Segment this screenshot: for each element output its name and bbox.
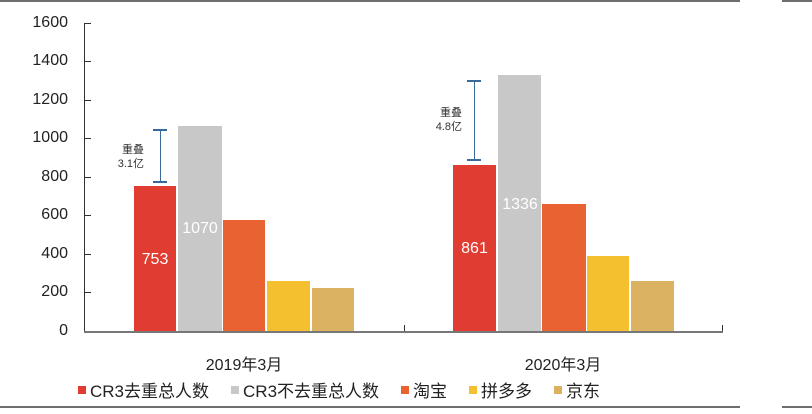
y-tick-label: 200 (41, 283, 68, 300)
x-category-label: 2019年3月 (205, 357, 283, 374)
legend-item-taobao: 淘宝 (401, 377, 447, 402)
bar-2019-pdd (267, 281, 310, 331)
y-tick (84, 177, 91, 178)
overlap-bracket (474, 81, 475, 160)
bar-value-label: 1336 (502, 196, 538, 213)
bar-2019-cr3-nodedup (178, 126, 222, 331)
y-tick-label: 1600 (32, 14, 68, 31)
y-tick-label: 1200 (32, 91, 68, 108)
bar-2020-pdd (587, 256, 629, 331)
legend-swatch-icon (554, 385, 563, 394)
bottom-rule-right (782, 406, 812, 408)
overlap-annotation-value: 4.8亿 (435, 121, 462, 133)
top-rule (0, 0, 740, 2)
legend-label: 京东 (566, 382, 601, 401)
y-tick (84, 215, 91, 216)
bar-2019-cr3-dedup (134, 186, 176, 331)
bar-value-label: 1070 (182, 220, 218, 237)
overlap-bracket-cap (153, 129, 167, 131)
legend-label: 淘宝 (413, 382, 448, 401)
bar-2019-jd (312, 288, 354, 331)
overlap-annotation-title: 重叠 (440, 107, 462, 119)
legend-label: CR3不去重总人数 (243, 382, 380, 401)
x-category-label: 2020年3月 (524, 357, 602, 374)
y-tick (84, 292, 91, 293)
y-tick-label: 600 (41, 206, 68, 223)
y-tick-label: 0 (59, 322, 68, 339)
y-tick (84, 61, 91, 62)
overlap-bracket (160, 130, 161, 182)
legend-swatch-icon (469, 385, 478, 394)
x-axis (84, 331, 723, 333)
top-rule-right (782, 0, 812, 2)
legend-item-cr3-nodedup: CR3不去重总人数 (231, 377, 379, 402)
bar-value-label: 753 (141, 251, 169, 268)
legend-swatch-icon (78, 385, 86, 394)
x-tick (404, 325, 405, 331)
legend-swatch-icon (401, 385, 410, 394)
y-tick-label: 800 (41, 168, 68, 185)
y-tick (84, 100, 91, 101)
legend-label: CR3去重总人数 (90, 382, 210, 401)
bar-2020-taobao (542, 204, 586, 331)
y-tick (84, 254, 91, 255)
bar-2020-cr3-nodedup (498, 75, 541, 331)
bar-value-label: 861 (461, 240, 488, 257)
bar-2020-cr3-dedup (453, 165, 496, 331)
y-tick-label: 1000 (32, 129, 68, 146)
overlap-bracket-cap (467, 159, 481, 161)
overlap-bracket-cap (153, 181, 167, 183)
bar-2020-jd (631, 281, 674, 331)
y-tick (84, 23, 91, 24)
y-tick-label: 400 (41, 245, 68, 262)
y-tick-label: 1400 (32, 52, 68, 69)
legend-item-cr3-dedup: CR3去重总人数 (78, 377, 209, 402)
x-tick (722, 325, 723, 331)
legend-label: 拼多多 (481, 382, 533, 401)
legend-item-pdd: 拼多多 (469, 377, 532, 402)
legend-swatch-icon (231, 385, 240, 394)
bar-2019-taobao (223, 220, 265, 331)
overlap-annotation-title: 重叠 (122, 144, 144, 156)
legend: CR3去重总人数 CR3不去重总人数 淘宝 拼多多 京东 (78, 377, 622, 402)
overlap-annotation: 重叠 4.8亿 (418, 106, 462, 134)
overlap-annotation-value: 3.1亿 (117, 158, 144, 170)
overlap-annotation: 重叠 3.1亿 (100, 143, 144, 171)
bottom-rule (0, 406, 740, 408)
y-tick (84, 138, 91, 139)
legend-item-jd: 京东 (554, 377, 600, 402)
overlap-bracket-cap (467, 80, 481, 82)
